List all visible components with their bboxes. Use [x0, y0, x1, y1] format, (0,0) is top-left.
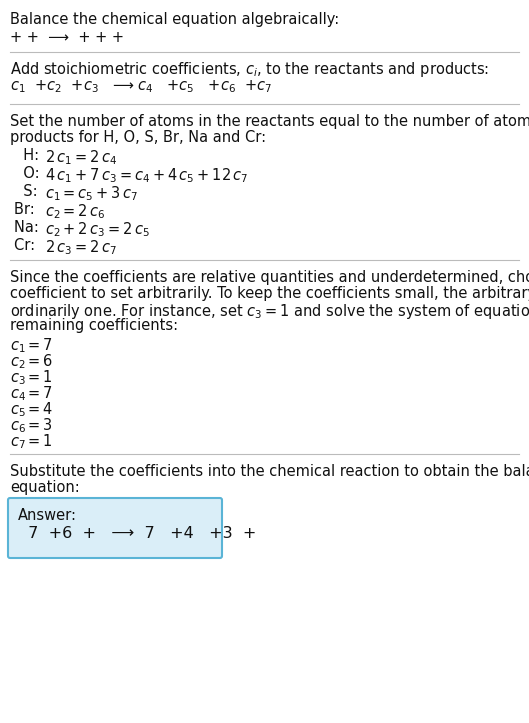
Text: Cr:: Cr:	[14, 238, 40, 253]
Text: $c_1 = 7$: $c_1 = 7$	[10, 336, 53, 355]
Text: $c_2 + 2\,c_3 = 2\,c_5$: $c_2 + 2\,c_3 = 2\,c_5$	[45, 220, 150, 239]
Text: Since the coefficients are relative quantities and underdetermined, choose a: Since the coefficients are relative quan…	[10, 270, 529, 285]
Text: equation:: equation:	[10, 480, 80, 495]
Text: Answer:: Answer:	[18, 508, 77, 523]
Text: products for H, O, S, Br, Na and Cr:: products for H, O, S, Br, Na and Cr:	[10, 130, 266, 145]
Text: Br:: Br:	[14, 202, 39, 217]
Text: coefficient to set arbitrarily. To keep the coefficients small, the arbitrary va: coefficient to set arbitrarily. To keep …	[10, 286, 529, 301]
Text: $c_7 = 1$: $c_7 = 1$	[10, 432, 53, 450]
Text: 7  +6  +   ⟶  7   +4   +3  +: 7 +6 + ⟶ 7 +4 +3 +	[18, 526, 257, 541]
Text: Set the number of atoms in the reactants equal to the number of atoms in the: Set the number of atoms in the reactants…	[10, 114, 529, 129]
Text: $c_5 = 4$: $c_5 = 4$	[10, 400, 53, 419]
Text: $c_4 = 7$: $c_4 = 7$	[10, 384, 53, 403]
Text: $c_2 = 2\,c_6$: $c_2 = 2\,c_6$	[45, 202, 106, 221]
Text: S:: S:	[14, 184, 42, 199]
Text: $2\,c_1 = 2\,c_4$: $2\,c_1 = 2\,c_4$	[45, 148, 117, 167]
Text: $2\,c_3 = 2\,c_7$: $2\,c_3 = 2\,c_7$	[45, 238, 117, 257]
Text: remaining coefficients:: remaining coefficients:	[10, 318, 178, 333]
Text: Balance the chemical equation algebraically:: Balance the chemical equation algebraica…	[10, 12, 339, 27]
Text: $c_3 = 1$: $c_3 = 1$	[10, 368, 53, 387]
Text: $c_6 = 3$: $c_6 = 3$	[10, 416, 53, 435]
Text: Add stoichiometric coefficients, $c_i$, to the reactants and products:: Add stoichiometric coefficients, $c_i$, …	[10, 60, 489, 79]
Text: $4\,c_1 + 7\,c_3 = c_4 + 4\,c_5 + 12\,c_7$: $4\,c_1 + 7\,c_3 = c_4 + 4\,c_5 + 12\,c_…	[45, 166, 249, 184]
Text: ordinarily one. For instance, set $c_3 = 1$ and solve the system of equations fo: ordinarily one. For instance, set $c_3 =…	[10, 302, 529, 321]
Text: O:: O:	[14, 166, 44, 181]
Text: + +  ⟶  + + +: + + ⟶ + + +	[10, 30, 124, 45]
FancyBboxPatch shape	[8, 498, 222, 558]
Text: $c_1 = c_5 + 3\,c_7$: $c_1 = c_5 + 3\,c_7$	[45, 184, 138, 202]
Text: $c_1$  +$c_2$  +$c_3$   ⟶ $c_4$   +$c_5$   +$c_6$  +$c_7$: $c_1$ +$c_2$ +$c_3$ ⟶ $c_4$ +$c_5$ +$c_6…	[10, 78, 272, 95]
Text: $c_2 = 6$: $c_2 = 6$	[10, 352, 53, 371]
Text: Substitute the coefficients into the chemical reaction to obtain the balanced: Substitute the coefficients into the che…	[10, 464, 529, 479]
Text: Na:: Na:	[14, 220, 43, 235]
Text: H:: H:	[14, 148, 44, 163]
